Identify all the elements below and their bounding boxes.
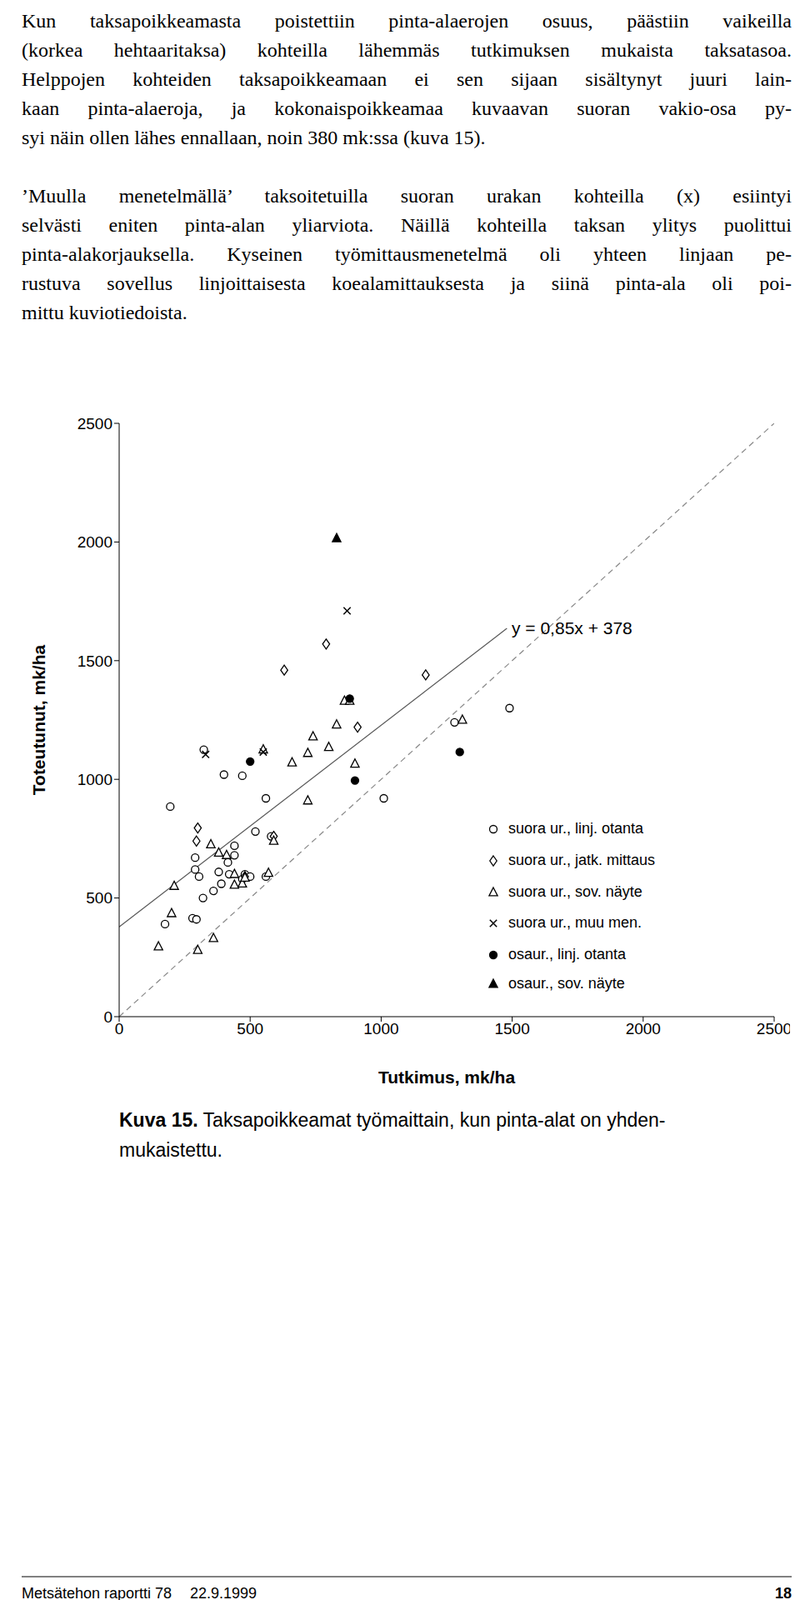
svg-text:suora ur., linj. otanta: suora ur., linj. otanta [508,820,645,837]
svg-text:1500: 1500 [77,652,113,670]
svg-text:y = 0,85x + 378: y = 0,85x + 378 [511,618,633,638]
html-text:Helppojen kohteiden taksapoikk: Helppojen kohteiden taksapoikkeamaan ei … [21,68,792,90]
svg-text:suora ur., jatk. mittaus: suora ur., jatk. mittaus [508,851,655,869]
html-text:kaan pinta-alaeroja, ja kokona: kaan pinta-alaeroja, ja kokonaispoikkeam… [21,97,792,120]
html-text:Kun taksapoikkeamasta poistett: Kun taksapoikkeamasta poistettiin pinta-… [21,10,792,32]
svg-text:0: 0 [103,1008,113,1026]
svg-text:1000: 1000 [363,1020,399,1038]
svg-text:Toteutunut, mk/ha: Toteutunut, mk/ha [29,644,49,795]
svg-text:osaur., sov. näyte: osaur., sov. näyte [508,975,625,992]
svg-text:2000: 2000 [625,1020,661,1038]
svg-text:Metsätehon raportti 78: Metsätehon raportti 78 [21,1585,172,1600]
svg-text:Tutkimus, mk/ha: Tutkimus, mk/ha [378,1067,515,1087]
html-text:pinta-alakorjauksella. Kyseine: pinta-alakorjauksella. Kyseinen työmitta… [21,243,792,265]
html-text:mukaistettu.: mukaistettu. [119,1139,223,1161]
svg-text:2500: 2500 [77,415,113,433]
svg-text:1000: 1000 [77,770,113,789]
svg-text:2000: 2000 [77,533,113,551]
html-text:selvästi eniten pinta-alan yli: selvästi eniten pinta-alan yliarviota. N… [21,214,792,236]
html-text:Kuva 15. Taksapoikkeamat työma: Kuva 15. Taksapoikkeamat työmaittain, ku… [119,1109,666,1131]
svg-text:500: 500 [85,889,113,907]
html-text:rustuva sovellus linjoittaises: rustuva sovellus linjoittaisesta koealam… [21,272,792,295]
svg-text:suora ur., muu men.: suora ur., muu men. [508,914,642,931]
html-text:mittu kuviotiedoista.: mittu kuviotiedoista. [21,301,188,324]
html-text:(korkea hehtaaritaksa) kohteil: (korkea hehtaaritaksa) kohteilla lähemmä… [21,39,792,61]
svg-text:0: 0 [115,1020,125,1038]
svg-text:500: 500 [236,1020,264,1038]
svg-text:22.9.1999: 22.9.1999 [190,1585,257,1600]
svg-text:2500: 2500 [756,1020,790,1038]
html-text:syi näin ollen lähes ennallaan: syi näin ollen lähes ennallaan, noin 380… [21,126,486,149]
html-text:’Muulla menetelmällä’ taksoite: ’Muulla menetelmällä’ taksoitetuilla suo… [21,185,792,207]
svg-text:18: 18 [775,1585,792,1600]
svg-text:suora ur., sov. näyte: suora ur., sov. näyte [508,883,643,900]
svg-text:osaur., linj. otanta: osaur., linj. otanta [508,945,627,963]
svg-text:1500: 1500 [494,1020,530,1038]
